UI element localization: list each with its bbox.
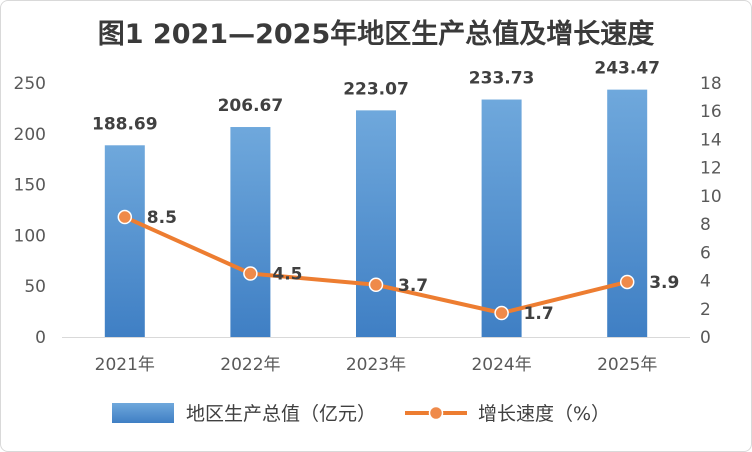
y-left-tick-label: 100 — [14, 226, 46, 246]
y-left-tick-label: 50 — [24, 277, 46, 297]
legend-line-marker — [428, 405, 444, 421]
y-left-tick-label: 0 — [35, 328, 46, 348]
growth-point-3 — [368, 277, 384, 293]
x-tick-label: 2022年 — [220, 355, 280, 375]
growth-value-label: 3.7 — [398, 276, 428, 296]
growth-point-4 — [494, 305, 509, 321]
bar-2 — [230, 127, 271, 337]
bar-1 — [104, 145, 145, 337]
bar-value-label: 188.69 — [92, 114, 158, 134]
y-right-tick-label: 12 — [700, 159, 722, 179]
chart-title: 图1 2021—2025年地区生产总值及增长速度 — [97, 19, 655, 50]
bar-3 — [356, 110, 396, 338]
bar-value-label: 243.47 — [594, 59, 660, 79]
growth-point-1 — [117, 209, 133, 225]
y-right-tick-label: 4 — [700, 272, 711, 292]
growth-value-label: 3.9 — [649, 273, 679, 293]
y-right-tick-label: 14 — [700, 130, 722, 150]
y-left-tick-label: 250 — [14, 74, 46, 94]
growth-point-2 — [243, 266, 258, 281]
growth-value-label: 8.5 — [147, 208, 177, 228]
x-tick-label: 2024年 — [471, 355, 531, 375]
growth-value-label: 4.5 — [272, 265, 302, 285]
y-right-tick-label: 18 — [700, 74, 722, 94]
y-left-tick-label: 200 — [14, 125, 46, 145]
legend-bar-swatch — [112, 403, 174, 423]
bar-value-label: 233.73 — [469, 69, 535, 89]
x-tick-label: 2023年 — [346, 355, 406, 375]
y-right-tick-label: 0 — [700, 328, 711, 348]
bar-4 — [481, 99, 522, 337]
legend-line-label: 增长速度（%） — [478, 403, 610, 425]
growth-point-5 — [619, 274, 635, 290]
y-right-tick-label: 10 — [700, 187, 722, 207]
y-right-tick-label: 6 — [700, 243, 711, 263]
y-left-tick-label: 150 — [14, 176, 46, 196]
x-tick-label: 2021年 — [95, 355, 155, 375]
growth-value-label: 1.7 — [524, 304, 554, 324]
y-right-tick-label: 2 — [700, 300, 711, 320]
y-right-tick-label: 8 — [700, 215, 711, 235]
bar-value-label: 206.67 — [218, 96, 284, 116]
y-right-tick-label: 16 — [700, 102, 722, 122]
x-tick-label: 2025年 — [597, 355, 657, 375]
bar-5 — [607, 89, 648, 337]
bar-value-label: 223.07 — [343, 79, 409, 99]
legend-bar-label: 地区生产总值（亿元） — [186, 403, 376, 425]
